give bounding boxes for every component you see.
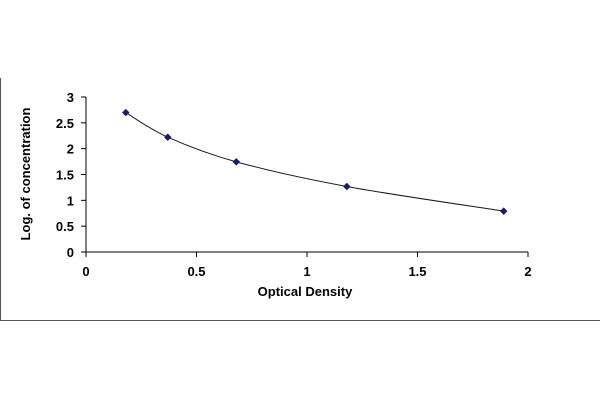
x-tick-label: 2 (524, 264, 531, 279)
y-tick-label: 1.5 (56, 168, 74, 183)
y-tick-label: 1 (67, 193, 74, 208)
y-tick-label: 2.5 (56, 116, 74, 131)
data-point-marker (342, 182, 351, 191)
y-tick-label: 0 (67, 245, 74, 260)
y-tick-label: 2 (67, 142, 74, 157)
y-axis-label: Log. of concentration (18, 108, 33, 241)
data-point-marker (163, 133, 172, 142)
data-point-marker (232, 157, 241, 166)
y-tick-label: 0.5 (56, 219, 74, 234)
y-ticks: 0 0.5 1 1.5 2 2.5 3 (56, 90, 86, 260)
x-tick-label: 0.5 (187, 264, 205, 279)
x-tick-label: 1.5 (408, 264, 426, 279)
axes (85, 97, 528, 253)
x-axis-label: Optical Density (258, 284, 353, 299)
data-points (121, 108, 508, 215)
y-tick-label: 3 (67, 90, 74, 105)
data-point-marker (121, 108, 130, 117)
x-tick-label: 0 (82, 264, 89, 279)
fit-curve (125, 112, 504, 212)
x-tick-label: 1 (303, 264, 310, 279)
x-ticks: 0 0.5 1 1.5 2 (82, 252, 532, 279)
data-point-marker (499, 207, 508, 215)
